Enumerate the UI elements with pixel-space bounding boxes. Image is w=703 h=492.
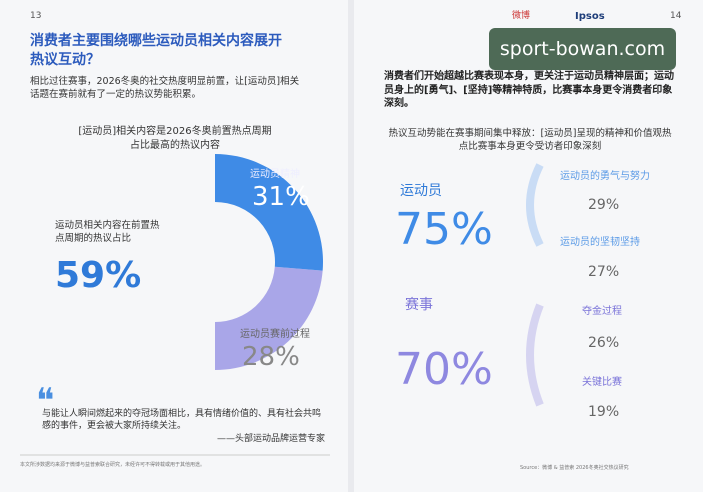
source: Source：微博 & 益普索 2026冬奥社交热议研究 (520, 465, 629, 471)
logo: 微博 (512, 11, 531, 21)
page-number: 13 (30, 11, 42, 21)
group-name: 运动员 (400, 183, 442, 199)
group-name: 赛事 (405, 297, 433, 313)
logo: Ipsos (575, 11, 605, 22)
decor-arc (526, 163, 544, 247)
quote-author: ——头部运动品牌运营专家 (216, 434, 325, 444)
item-name: 夺金过程 (582, 306, 622, 317)
item-name: 运动员的勇气与努力 (560, 171, 650, 182)
subtitle: 相比过往赛事，2026冬奥的社交热度明显前置，让[运动员]相关话题在赛前就有了一… (30, 76, 300, 100)
chart-title: [运动员]相关内容是2026冬奥前置热点周期占比最高的热议内容 (78, 126, 272, 151)
segment-value: 31% (252, 182, 310, 212)
decor-arc (526, 303, 544, 407)
donut-segment (215, 266, 323, 370)
watermark: sport-bowan.com (489, 28, 676, 70)
total: 59% (55, 255, 142, 296)
right-page (354, 0, 703, 492)
segment-label: 运动员赛前过程 (240, 329, 310, 340)
chart-title: 热议互动势能在赛事期间集中释放：[运动员]呈现的精神和价值观热点比赛事本身更令受… (388, 128, 672, 152)
group-total: 70% (395, 344, 493, 395)
footnote: 本文所涉数据均来源于微博与益普索联合研究，未经许可不得转载或用于其他用途。 (20, 462, 206, 468)
quote: 与能让人瞬间燃起来的夺冠场面相比，具有情绪价值的、具有社会共鸣感的事件，更会被大… (42, 409, 322, 432)
quote-mark: ❝ (36, 381, 54, 421)
title: 消费者主要围绕哪些运动员相关内容展开热议互动？ (30, 33, 282, 68)
item-value: 27% (588, 264, 620, 280)
segment-label: 运动员精神 (250, 169, 300, 180)
item-value: 19% (588, 404, 620, 420)
page-number: 14 (670, 11, 682, 21)
total-label: 运动员相关内容在前置热点周期的热议占比 (55, 220, 160, 244)
segment-value: 28% (242, 342, 300, 372)
intro: 消费者们开始超越比赛表现本身，更关注于运动员精神层面；运动员身上的[勇气]、[坚… (384, 71, 674, 109)
item-name: 关键比赛 (582, 377, 622, 388)
item-value: 26% (588, 335, 620, 351)
item-name: 运动员的坚韧坚持 (560, 237, 640, 248)
group-total: 75% (395, 204, 493, 255)
donut-segment (215, 154, 323, 271)
item-value: 29% (588, 197, 620, 213)
